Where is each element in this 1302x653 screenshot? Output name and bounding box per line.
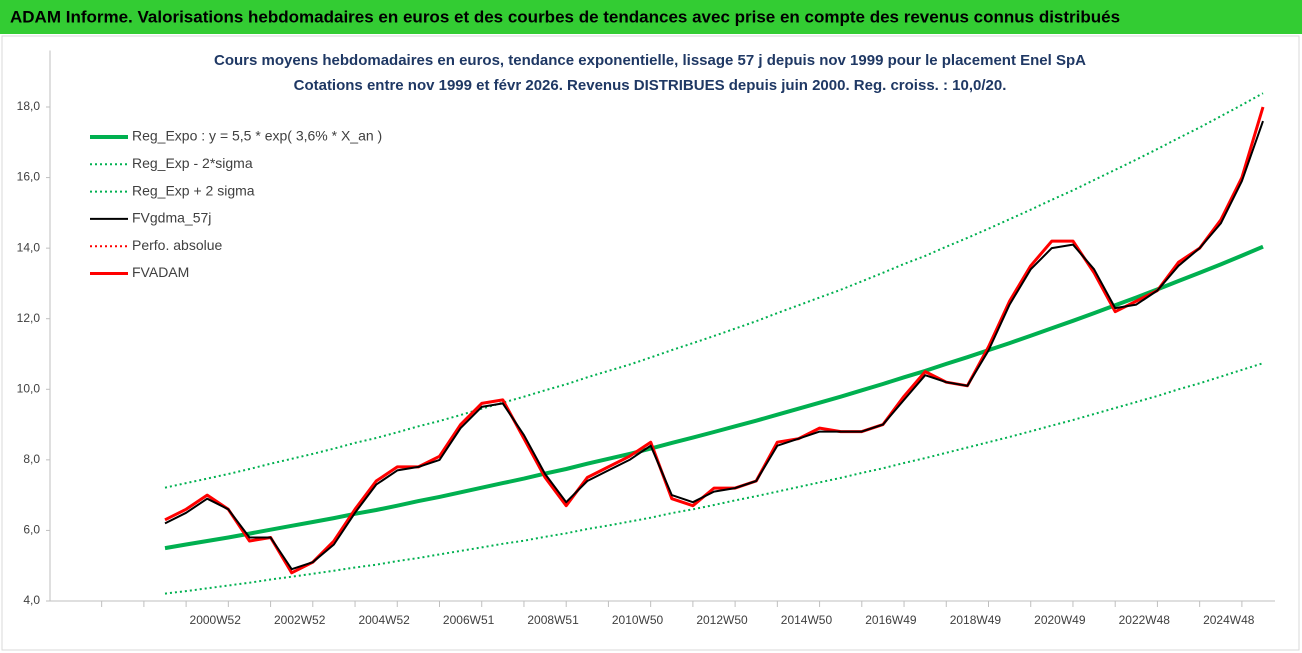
x-tick-label: 2008W51 xyxy=(527,613,579,627)
y-tick-label: 10,0 xyxy=(17,381,41,395)
series-line xyxy=(164,362,1264,595)
series-line xyxy=(164,244,1264,551)
x-tick-label: 2014W50 xyxy=(781,613,833,627)
x-tick-label: 2016W49 xyxy=(865,613,917,627)
chart-subtitle: Cotations entre nov 1999 et févr 2026. R… xyxy=(294,77,1007,94)
x-tick-label: 2006W51 xyxy=(443,613,495,627)
chart-title: Cours moyens hebdomadaires en euros, ten… xyxy=(214,52,1086,69)
legend-label: FVADAM xyxy=(132,264,189,280)
y-tick-label: 8,0 xyxy=(23,452,40,466)
y-tick-label: 4,0 xyxy=(23,593,40,607)
banner xyxy=(0,0,1302,34)
y-tick-label: 14,0 xyxy=(17,240,41,254)
x-tick-label: 2018W49 xyxy=(950,613,1002,627)
series-line xyxy=(164,92,1264,489)
x-tick-label: 2022W48 xyxy=(1119,613,1171,627)
banner-title: ADAM Informe. Valorisations hebdomadaire… xyxy=(10,7,1120,26)
legend-label: Reg_Exp - 2*sigma xyxy=(132,155,253,171)
x-tick-label: 2000W52 xyxy=(190,613,242,627)
y-tick-label: 18,0 xyxy=(17,99,41,113)
y-tick-label: 16,0 xyxy=(17,170,41,184)
x-tick-label: 2004W52 xyxy=(358,613,410,627)
legend-label: Perfo. absolue xyxy=(132,237,222,253)
y-tick-label: 6,0 xyxy=(23,523,40,537)
legend-label: Reg_Expo : y = 5,5 * exp( 3,6% * X_an ) xyxy=(132,128,382,144)
series-line xyxy=(164,120,1264,571)
y-tick-label: 12,0 xyxy=(17,311,41,325)
x-tick-label: 2010W50 xyxy=(612,613,664,627)
legend-label: FVgdma_57j xyxy=(132,210,211,226)
legend-label: Reg_Exp + 2 sigma xyxy=(132,182,255,198)
x-tick-label: 2024W48 xyxy=(1203,613,1255,627)
chart-frame xyxy=(1,35,1300,651)
x-tick-label: 2020W49 xyxy=(1034,613,1086,627)
x-tick-label: 2012W50 xyxy=(696,613,748,627)
x-tick-label: 2002W52 xyxy=(274,613,326,627)
